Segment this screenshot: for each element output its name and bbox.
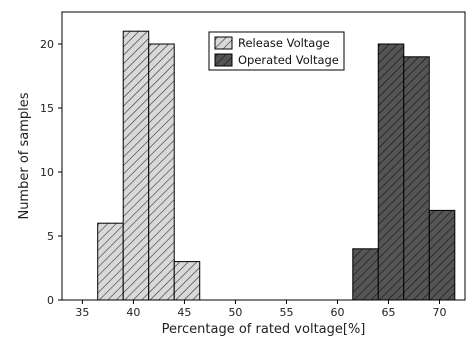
y-tick-label: 20 xyxy=(40,38,54,51)
legend: Release Voltage Operated Voltage xyxy=(208,31,345,71)
x-tick-label: 60 xyxy=(330,306,344,319)
x-tick-label: 35 xyxy=(75,306,89,319)
release-voltage-bar xyxy=(173,261,201,301)
release-voltage-bar xyxy=(148,43,175,301)
y-tick-label: 0 xyxy=(47,294,54,307)
legend-label: Release Voltage xyxy=(238,36,330,50)
y-axis-label: Number of samples xyxy=(17,92,32,219)
y-tick-label: 15 xyxy=(40,102,54,115)
x-tick-label: 70 xyxy=(432,306,446,319)
legend-swatch xyxy=(214,53,233,67)
x-axis-ticks: 35 40 45 50 55 60 65 70 xyxy=(75,300,446,319)
x-tick-label: 55 xyxy=(279,306,293,319)
operated-voltage-bar xyxy=(428,209,456,301)
release-voltage-bar xyxy=(97,222,124,301)
bars-layer xyxy=(97,30,456,301)
y-tick-label: 5 xyxy=(47,230,54,243)
operated-voltage-bar xyxy=(403,56,430,301)
x-tick-label: 45 xyxy=(177,306,191,319)
plot-area-frame xyxy=(61,11,466,301)
y-axis-ticks: 0 5 10 15 20 xyxy=(40,38,62,307)
x-axis-label: Percentage of rated voltage[%] xyxy=(162,322,366,337)
x-tick-label: 50 xyxy=(228,306,242,319)
y-tick-label: 10 xyxy=(40,166,54,179)
x-tick-label: 65 xyxy=(381,306,395,319)
operated-voltage-bar xyxy=(377,43,405,301)
operated-voltage-bar xyxy=(352,248,379,301)
legend-swatch xyxy=(214,36,233,50)
x-tick-label: 40 xyxy=(126,306,140,319)
release-voltage-bar xyxy=(122,30,150,301)
legend-label: Operated Voltage xyxy=(238,53,339,67)
